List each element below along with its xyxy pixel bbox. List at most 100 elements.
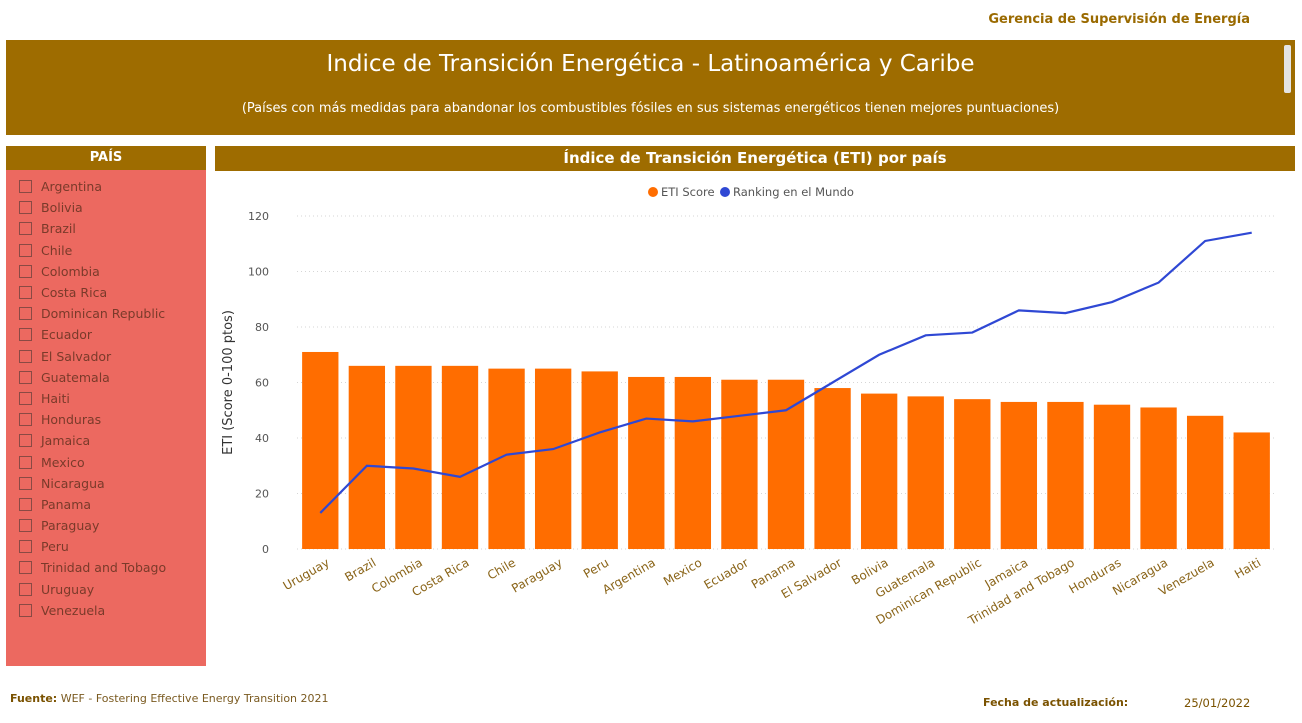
- checkbox-icon[interactable]: [19, 180, 32, 194]
- slicer-item[interactable]: Guatemala: [6, 367, 206, 388]
- y-tick-label: 100: [248, 266, 269, 279]
- bar: [721, 379, 758, 549]
- slicer-item[interactable]: Colombia: [6, 261, 206, 282]
- checkbox-icon[interactable]: [19, 561, 32, 575]
- title-banner: Indice de Transición Energética - Latino…: [6, 40, 1295, 135]
- legend-marker-ranking: [720, 187, 730, 197]
- checkbox-icon[interactable]: [19, 603, 32, 617]
- slicer-item-label: Mexico: [41, 454, 85, 470]
- slicer-item-label: Uruguay: [41, 581, 95, 597]
- bar: [302, 351, 339, 549]
- y-tick-label: 0: [262, 543, 269, 556]
- checkbox-icon[interactable]: [19, 434, 32, 448]
- slicer-item[interactable]: Panama: [6, 494, 206, 515]
- slicer-item[interactable]: Haiti: [6, 388, 206, 409]
- slicer-item-label: El Salvador: [41, 348, 112, 364]
- source-text: WEF - Fostering Effective Energy Transit…: [60, 692, 329, 705]
- bar: [1047, 401, 1084, 549]
- bar: [674, 376, 712, 549]
- slicer-item[interactable]: Uruguay: [6, 579, 206, 600]
- bar: [1093, 404, 1131, 549]
- bar: [628, 376, 665, 549]
- slicer-item[interactable]: Brazil: [6, 218, 206, 239]
- slicer-item[interactable]: Dominican Republic: [6, 303, 206, 324]
- checkbox-icon[interactable]: [19, 391, 32, 405]
- checkbox-icon[interactable]: [19, 476, 32, 490]
- slicer-item[interactable]: Ecuador: [6, 324, 206, 345]
- slicer-item[interactable]: Paraguay: [6, 515, 206, 536]
- slicer-item[interactable]: Bolivia: [6, 197, 206, 218]
- slicer-item[interactable]: Argentina: [6, 176, 206, 197]
- slicer-item-label: Dominican Republic: [41, 306, 166, 322]
- slicer-item[interactable]: Honduras: [6, 409, 206, 430]
- checkbox-icon[interactable]: [19, 264, 32, 278]
- checkbox-icon[interactable]: [19, 201, 32, 215]
- bar: [348, 365, 386, 549]
- checkbox-icon[interactable]: [19, 328, 32, 342]
- x-tick-label: Brazil: [342, 555, 378, 584]
- bar: [395, 365, 432, 549]
- x-tick-label: Peru: [581, 555, 611, 580]
- checkbox-icon[interactable]: [19, 519, 32, 533]
- checkbox-icon[interactable]: [19, 349, 32, 363]
- bar: [907, 396, 944, 549]
- slicer-item[interactable]: Jamaica: [6, 430, 206, 451]
- slicer-item-label: Argentina: [41, 179, 102, 195]
- slicer-item-label: Honduras: [41, 412, 102, 428]
- slicer-item-label: Jamaica: [41, 433, 91, 449]
- slicer-item-label: Panama: [41, 496, 92, 512]
- bar: [488, 368, 525, 549]
- slicer-item-label: Ecuador: [41, 327, 93, 343]
- x-tick-label: Mexico: [661, 555, 704, 588]
- bar: [814, 388, 851, 549]
- slicer-item-label: Venezuela: [41, 602, 106, 618]
- slicer-item[interactable]: Chile: [6, 240, 206, 261]
- bar: [954, 399, 991, 549]
- checkbox-icon[interactable]: [19, 370, 32, 384]
- slicer-item-label: Paraguay: [41, 518, 100, 534]
- update-date-label: Fecha de actualización:: [983, 696, 1129, 709]
- slicer-item-label: Colombia: [41, 263, 100, 279]
- checkbox-icon[interactable]: [19, 497, 32, 511]
- ranking-line: [319, 231, 1252, 514]
- checkbox-icon[interactable]: [19, 243, 32, 257]
- y-axis-label: ETI (Score 0-100 ptos): [221, 310, 236, 455]
- checkbox-icon[interactable]: [19, 540, 32, 554]
- slicer-item[interactable]: Costa Rica: [6, 282, 206, 303]
- slicer-item[interactable]: El Salvador: [6, 346, 206, 367]
- x-tick-label: Argentina: [600, 555, 658, 596]
- slicer-item[interactable]: Nicaragua: [6, 473, 206, 494]
- x-tick-label: Haiti: [1232, 555, 1263, 581]
- slicer-item-label: Trinidad and Tobago: [41, 560, 167, 576]
- slicer-item[interactable]: Trinidad and Tobago: [6, 557, 206, 578]
- org-name: Gerencia de Supervisión de Energía: [988, 12, 1250, 27]
- source-note: Fuente: WEF - Fostering Effective Energy…: [10, 692, 329, 705]
- checkbox-icon[interactable]: [19, 582, 32, 596]
- country-slicer: PAÍS Argentina Bolivia Brazil Chile Colombia…: [6, 146, 206, 666]
- slicer-item[interactable]: Peru: [6, 536, 206, 557]
- slicer-item[interactable]: Venezuela: [6, 600, 206, 621]
- slicer-item-label: Guatemala: [41, 369, 110, 385]
- checkbox-icon[interactable]: [19, 286, 32, 300]
- checkbox-icon[interactable]: [19, 307, 32, 321]
- page-subtitle: (Países con más medidas para abandonar l…: [241, 101, 1060, 116]
- scrollbar-thumb[interactable]: [1284, 45, 1291, 93]
- x-tick-label: Uruguay: [281, 555, 332, 593]
- bar: [1186, 415, 1224, 549]
- bar: [767, 379, 805, 549]
- checkbox-icon[interactable]: [19, 222, 32, 236]
- slicer-item[interactable]: Mexico: [6, 451, 206, 472]
- bar: [1233, 432, 1270, 549]
- checkbox-icon[interactable]: [19, 413, 32, 427]
- slicer-item-label: Nicaragua: [41, 475, 105, 491]
- checkbox-icon[interactable]: [19, 455, 32, 469]
- x-tick-label: Paraguay: [509, 555, 565, 595]
- legend-marker-eti: [648, 187, 658, 197]
- bar: [534, 368, 572, 549]
- bar: [1140, 407, 1177, 549]
- slicer-item-label: Brazil: [41, 221, 76, 237]
- legend-label-ranking: Ranking en el Mundo: [733, 185, 854, 199]
- slicer-item-label: Haiti: [41, 390, 70, 406]
- slicer-item-label: Costa Rica: [41, 285, 108, 301]
- y-tick-label: 80: [255, 321, 269, 334]
